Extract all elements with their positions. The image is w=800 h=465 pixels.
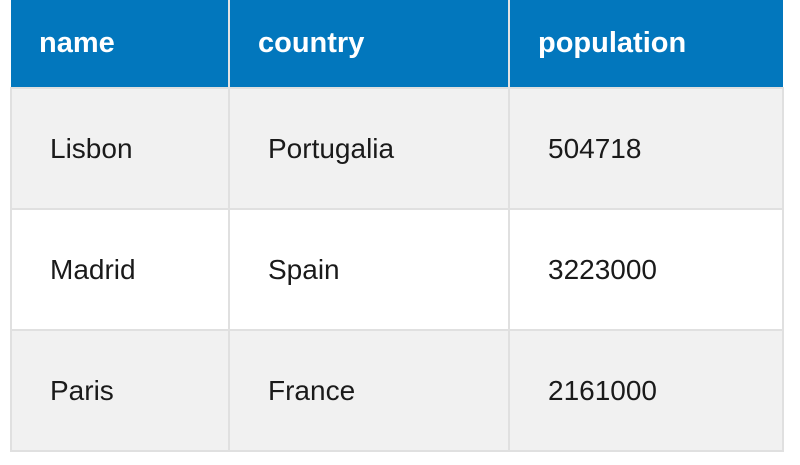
cities-table: name country population Lisbon Portugali…: [10, 0, 784, 452]
cell-name: Madrid: [10, 208, 230, 331]
cell-country: Spain: [228, 208, 510, 331]
data-table-container: name country population Lisbon Portugali…: [10, 0, 784, 452]
cell-country: France: [228, 329, 510, 452]
column-header-population[interactable]: population: [509, 0, 783, 88]
column-header-country[interactable]: country: [229, 0, 510, 88]
table-body: Lisbon Portugalia 504718 Madrid Spain 32…: [10, 87, 784, 452]
cell-name: Lisbon: [10, 87, 230, 210]
header-row: name country population: [11, 0, 783, 88]
cell-population: 2161000: [508, 329, 784, 452]
cell-country: Portugalia: [228, 87, 510, 210]
cell-population: 3223000: [508, 208, 784, 331]
cell-name: Paris: [10, 329, 230, 452]
column-header-name[interactable]: name: [11, 0, 230, 88]
table-row: Lisbon Portugalia 504718: [10, 87, 784, 210]
cell-population: 504718: [508, 87, 784, 210]
table-row: Madrid Spain 3223000: [10, 208, 784, 331]
table-row: Paris France 2161000: [10, 329, 784, 452]
table-header: name country population: [11, 0, 783, 88]
